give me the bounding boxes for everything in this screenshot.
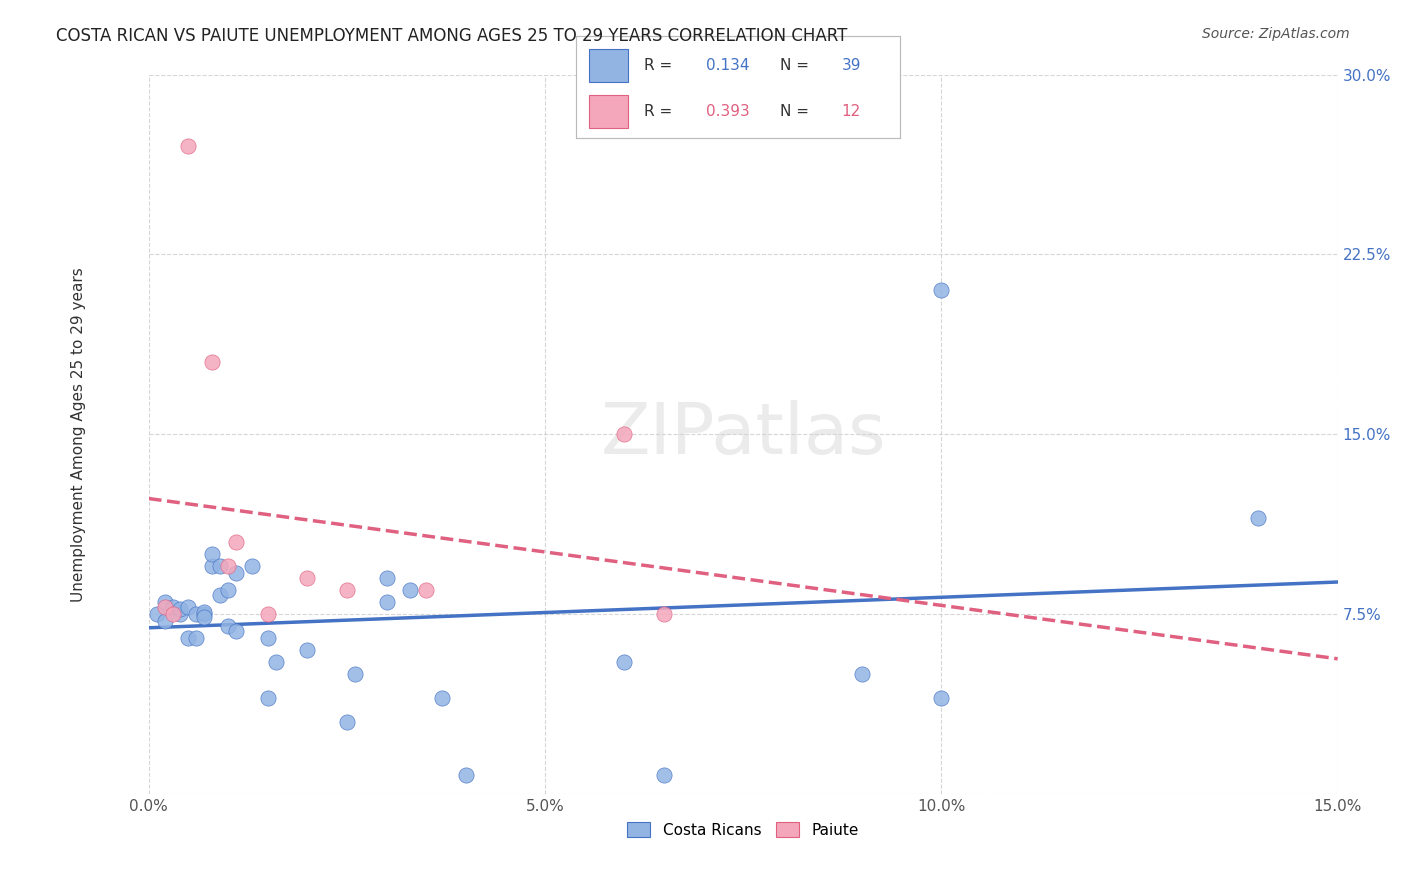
Point bbox=[209, 559, 232, 574]
Point bbox=[336, 583, 359, 598]
Point bbox=[186, 631, 208, 645]
Point bbox=[652, 607, 675, 621]
Text: ZIPatlas: ZIPatlas bbox=[600, 400, 886, 469]
Point bbox=[162, 599, 184, 614]
Point bbox=[169, 607, 191, 621]
Point bbox=[343, 667, 366, 681]
Point bbox=[256, 631, 278, 645]
Point bbox=[1247, 511, 1270, 525]
Point bbox=[375, 571, 398, 585]
Point bbox=[177, 139, 200, 153]
Point bbox=[145, 607, 167, 621]
Text: 12: 12 bbox=[842, 104, 860, 120]
Point bbox=[209, 588, 232, 602]
Point bbox=[931, 284, 953, 298]
FancyBboxPatch shape bbox=[589, 49, 628, 82]
Point bbox=[297, 643, 319, 657]
Point bbox=[153, 615, 176, 629]
Point bbox=[851, 667, 873, 681]
Text: 39: 39 bbox=[842, 58, 860, 73]
Point bbox=[153, 595, 176, 609]
Point bbox=[454, 768, 477, 782]
Point bbox=[186, 607, 208, 621]
Legend: Costa Ricans, Paiute: Costa Ricans, Paiute bbox=[621, 815, 865, 844]
Point bbox=[201, 355, 224, 369]
Point bbox=[162, 607, 184, 621]
Point bbox=[931, 691, 953, 706]
Point bbox=[177, 599, 200, 614]
Point bbox=[201, 547, 224, 561]
Point bbox=[256, 607, 278, 621]
Point bbox=[297, 571, 319, 585]
Point bbox=[336, 714, 359, 729]
Point bbox=[613, 655, 636, 669]
Point bbox=[225, 624, 247, 638]
Point bbox=[193, 609, 215, 624]
Point bbox=[415, 583, 437, 598]
Text: Source: ZipAtlas.com: Source: ZipAtlas.com bbox=[1202, 27, 1350, 41]
Point bbox=[201, 559, 224, 574]
FancyBboxPatch shape bbox=[589, 95, 628, 128]
Text: COSTA RICAN VS PAIUTE UNEMPLOYMENT AMONG AGES 25 TO 29 YEARS CORRELATION CHART: COSTA RICAN VS PAIUTE UNEMPLOYMENT AMONG… bbox=[56, 27, 848, 45]
Point bbox=[193, 607, 215, 621]
Point bbox=[177, 631, 200, 645]
Point bbox=[217, 559, 239, 574]
Point bbox=[399, 583, 422, 598]
Point bbox=[169, 602, 191, 616]
Text: N =: N = bbox=[780, 104, 814, 120]
Point bbox=[375, 595, 398, 609]
Point bbox=[256, 691, 278, 706]
Point bbox=[613, 427, 636, 442]
Point bbox=[193, 605, 215, 619]
Point bbox=[225, 566, 247, 581]
Point bbox=[240, 559, 263, 574]
Point bbox=[430, 691, 453, 706]
Text: 0.134: 0.134 bbox=[706, 58, 749, 73]
Point bbox=[217, 583, 239, 598]
Point bbox=[153, 599, 176, 614]
Text: 0.393: 0.393 bbox=[706, 104, 749, 120]
Text: R =: R = bbox=[644, 58, 678, 73]
Point bbox=[217, 619, 239, 633]
Y-axis label: Unemployment Among Ages 25 to 29 years: Unemployment Among Ages 25 to 29 years bbox=[72, 267, 86, 601]
Text: R =: R = bbox=[644, 104, 678, 120]
Point bbox=[225, 535, 247, 549]
Text: N =: N = bbox=[780, 58, 814, 73]
Point bbox=[264, 655, 287, 669]
Point bbox=[652, 768, 675, 782]
